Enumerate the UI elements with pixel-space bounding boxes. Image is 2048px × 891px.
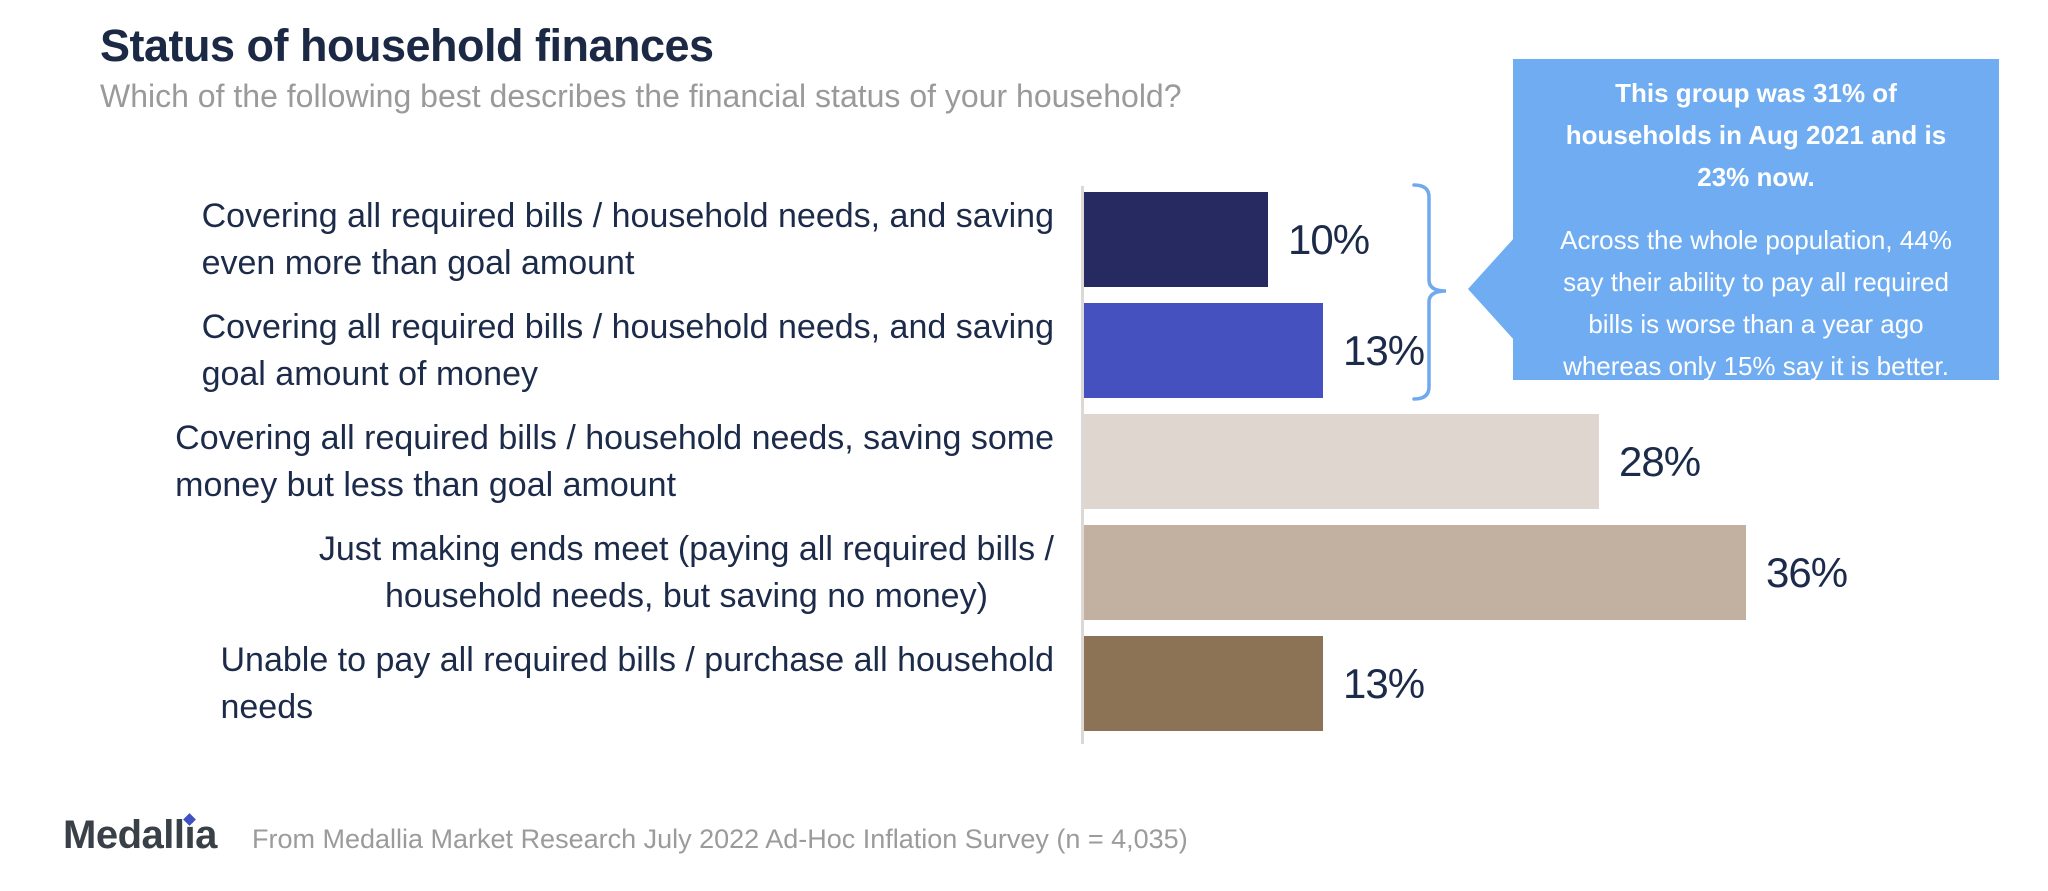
chart-row-4: Just making ends meet (paying all requir… <box>100 525 2000 620</box>
bar-segment <box>1084 192 1268 287</box>
callout-body: Across the whole population, 44% say the… <box>1560 225 1952 381</box>
bar-chart: Covering all required bills / household … <box>100 192 2000 731</box>
chart-row-5: Unable to pay all required bills / purch… <box>100 636 2000 731</box>
chart-row-1: Covering all required bills / household … <box>100 192 2000 287</box>
chart-rows: Covering all required bills / household … <box>100 192 2000 731</box>
category-label: Just making ends meet (paying all requir… <box>100 526 1084 620</box>
value-label: 28% <box>1619 437 1701 485</box>
bar-segment <box>1084 525 1746 620</box>
page-title: Status of household finances <box>100 20 714 71</box>
medallia-logo: Medallia <box>63 813 217 858</box>
source-text: From Medallia Market Research July 2022 … <box>252 824 1188 854</box>
category-label: Covering all required bills / household … <box>100 415 1084 509</box>
chart-axis-line <box>1081 186 1084 744</box>
category-label: Covering all required bills / household … <box>100 193 1084 287</box>
value-label: 10% <box>1288 215 1370 263</box>
category-label-text: Covering all required bills / household … <box>175 418 1054 504</box>
chart-row-2: Covering all required bills / household … <box>100 303 2000 398</box>
page-subtitle: Which of the following best describes th… <box>100 78 1182 114</box>
bracket-icon <box>1412 183 1447 401</box>
bar-segment <box>1084 414 1599 509</box>
value-label: 13% <box>1343 659 1425 707</box>
category-label-text: Unable to pay all required bills / purch… <box>220 640 1054 726</box>
category-label-text: Just making ends meet (paying all requir… <box>318 529 1054 615</box>
chart-row-3: Covering all required bills / household … <box>100 414 2000 509</box>
bar-segment <box>1084 303 1323 398</box>
bar-segment <box>1084 636 1323 731</box>
callout-arrow <box>1468 237 1515 341</box>
value-label: 36% <box>1766 548 1848 596</box>
category-label: Covering all required bills / household … <box>100 304 1084 398</box>
value-label: 13% <box>1343 326 1425 374</box>
category-label: Unable to pay all required bills / purch… <box>100 637 1084 731</box>
callout-bubble: This group was 31% of households in Aug … <box>1513 59 1999 381</box>
category-label-text: Covering all required bills / household … <box>201 196 1054 282</box>
category-label-text: Covering all required bills / household … <box>201 307 1054 393</box>
callout-headline: This group was 31% of households in Aug … <box>1565 78 1947 192</box>
